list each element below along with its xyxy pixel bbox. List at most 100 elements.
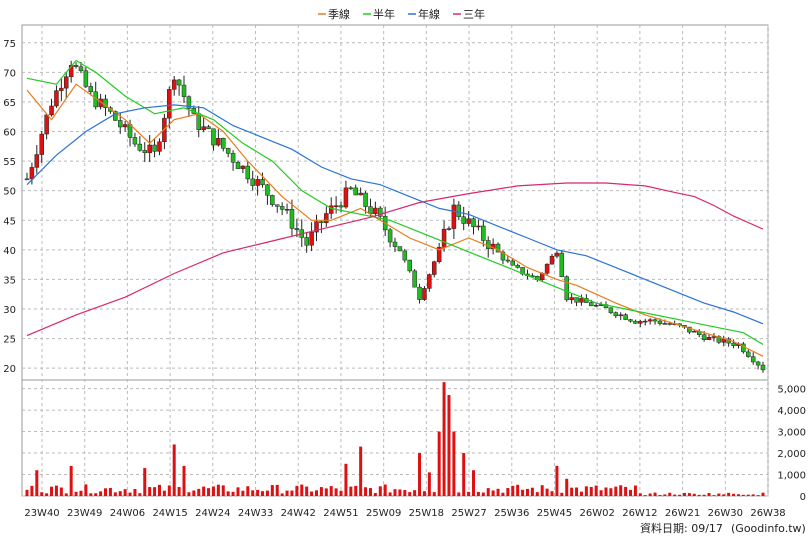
price-tick-label: 30: [3, 305, 16, 316]
candle-body: [294, 228, 300, 230]
volume-bar: [261, 491, 265, 496]
x-tick-label: 25W09: [366, 508, 401, 519]
volume-bar: [452, 431, 456, 496]
volume-bar: [486, 488, 490, 496]
volume-bar: [54, 485, 58, 496]
volume-bar: [157, 484, 161, 496]
candle-body: [68, 65, 74, 77]
volume-bar: [133, 488, 137, 496]
candle-body: [628, 319, 633, 322]
volume-bar: [668, 492, 672, 496]
candle-body: [216, 137, 221, 146]
volume-bar: [535, 492, 539, 496]
volume-bar: [94, 493, 98, 496]
volume-bar: [472, 470, 476, 496]
candle-body: [692, 330, 697, 333]
volume-panel: [21, 379, 769, 497]
volume-bar: [457, 492, 461, 496]
volume-bar: [584, 486, 588, 496]
candle-body: [314, 221, 319, 233]
candle-body: [446, 228, 452, 230]
candle-body: [432, 261, 437, 275]
volume-bar: [182, 465, 186, 496]
price-tick-label: 75: [3, 39, 16, 50]
volume-bar: [368, 488, 372, 496]
candle-body: [544, 263, 550, 274]
ma-line: [26, 83, 764, 357]
volume-bar: [118, 491, 122, 496]
candle-body: [515, 264, 520, 268]
volume-bar: [329, 486, 333, 496]
volume-bar: [521, 489, 525, 496]
candle-body: [633, 320, 638, 324]
candle-body: [638, 321, 643, 324]
volume-bar: [128, 492, 132, 496]
candle-body: [358, 192, 363, 196]
volume-bar: [207, 488, 211, 496]
volume-bar: [388, 492, 392, 496]
candle-body: [132, 137, 138, 145]
volume-bar: [579, 491, 583, 496]
x-tick-label: 26W21: [665, 508, 700, 519]
volume-bar: [50, 486, 54, 496]
x-tick-label: 23W49: [67, 508, 102, 519]
candle-body: [201, 126, 206, 130]
volume-bar: [678, 494, 682, 496]
volume-bar: [761, 492, 765, 496]
volume-bar: [314, 490, 318, 496]
volume-bar: [687, 493, 691, 496]
candle-body: [750, 356, 756, 363]
candle-body: [706, 337, 712, 341]
volume-bar: [334, 488, 338, 496]
volume-bar: [197, 488, 201, 496]
volume-bar: [746, 494, 750, 496]
volume-axis: 0 1,000 2,000 3,000 4,000 5,000: [777, 385, 806, 503]
candle-body: [687, 326, 692, 333]
volume-bar: [648, 493, 652, 496]
volume-bar: [393, 489, 397, 496]
volume-bar: [599, 490, 603, 496]
volume-bar: [99, 491, 103, 496]
volume-tick-label: 5,000: [777, 385, 806, 396]
volume-bar: [707, 493, 711, 496]
volume-bar: [74, 491, 78, 496]
candle-body: [338, 205, 344, 208]
x-tick-label: 24W15: [152, 508, 187, 519]
volume-bar: [211, 486, 215, 496]
candle-body: [157, 141, 162, 152]
candle-body: [206, 126, 211, 130]
volume-bar: [565, 478, 569, 496]
price-tick-label: 65: [3, 98, 16, 109]
volume-bar: [69, 465, 73, 496]
candle-body: [579, 298, 584, 303]
candle-body: [113, 111, 118, 121]
candle-body: [167, 89, 172, 119]
volume-bar: [148, 487, 152, 496]
candle-body: [176, 79, 182, 86]
data-date-label: 資料日期: 09/17: [640, 521, 723, 535]
volume-tick-label: 2,000: [777, 449, 806, 460]
volume-bar: [310, 491, 314, 496]
volume-bar: [751, 494, 755, 496]
x-tick-label: 26W30: [708, 508, 743, 519]
volume-bar: [187, 492, 191, 496]
x-tick-label: 25W27: [451, 508, 486, 519]
candle-body: [412, 270, 417, 288]
candle-body: [422, 288, 427, 300]
candle-body: [250, 178, 255, 186]
volume-bar: [702, 494, 706, 496]
volume-bar: [270, 485, 274, 496]
candle-body: [225, 148, 231, 154]
volume-bar: [525, 488, 529, 496]
candle-body: [569, 297, 574, 301]
volume-bar: [79, 490, 83, 496]
price-panel: [21, 24, 769, 381]
candle-body: [481, 225, 486, 241]
x-tick-label: 24W51: [323, 508, 358, 519]
volume-bar: [285, 490, 289, 496]
volume-bar: [741, 494, 745, 496]
candle-body: [505, 259, 511, 262]
candle-body: [34, 154, 40, 168]
